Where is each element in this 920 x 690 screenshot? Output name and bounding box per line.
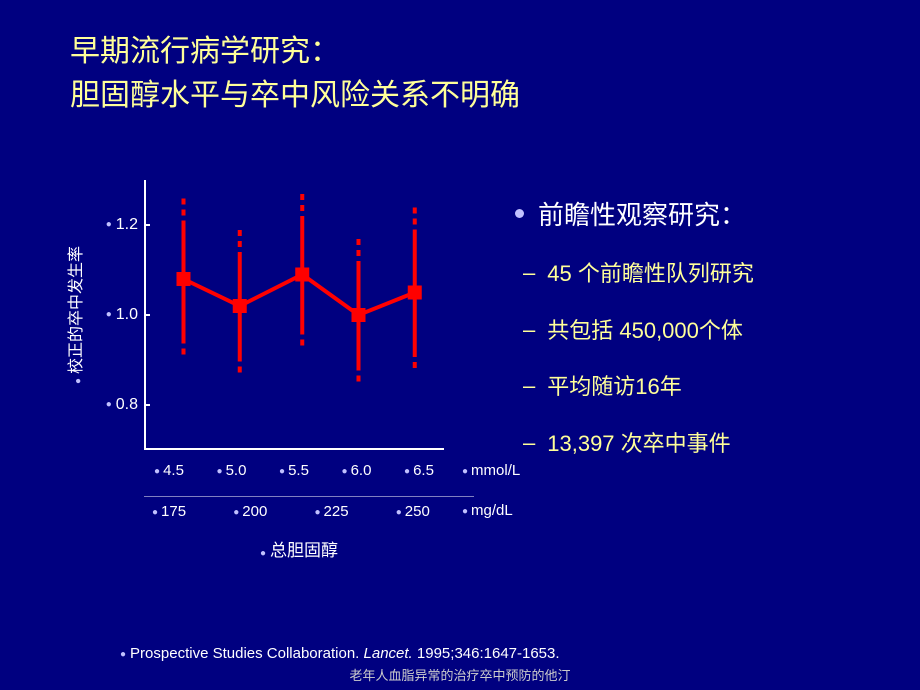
summary-item: –45 个前瞻性队列研究 <box>515 260 905 289</box>
x-axis-mgdl: ●175●200●225●250 <box>144 496 474 503</box>
bullet-icon <box>515 209 524 218</box>
title-line-1: 早期流行病学研究： <box>70 30 520 74</box>
y-axis-label: ●校正的卒中发生率 <box>62 246 86 384</box>
y-tick-label: ●1.0 <box>106 306 138 324</box>
x-tick-mmol: ●5.0 <box>217 462 247 479</box>
x-tick-mgdl: ●200 <box>233 503 267 520</box>
x-unit-mmol: ●mmol/L <box>462 462 520 479</box>
y-tick-label: ●0.8 <box>106 396 138 414</box>
x-tick-mmol: ●6.0 <box>342 462 372 479</box>
citation: ●Prospective Studies Collaboration. Lanc… <box>120 645 560 662</box>
data-series <box>146 180 446 450</box>
footer-text: 老年人血脂异常的治疗卒中预防的他汀 <box>0 665 920 684</box>
x-tick-mgdl: ●225 <box>314 503 348 520</box>
plot-frame <box>144 180 444 450</box>
slide-title: 早期流行病学研究： 胆固醇水平与卒中风险关系不明确 <box>70 30 520 117</box>
summary-item: –共包括 450,000个体 <box>515 317 905 346</box>
x-tick-mmol: ●5.5 <box>279 462 309 479</box>
summary-item: –平均随访16年 <box>515 373 905 402</box>
x-tick-mmol: ●4.5 <box>154 462 184 479</box>
x-tick-mgdl: ●250 <box>396 503 430 520</box>
summary-heading-row: 前瞻性观察研究： <box>515 195 905 232</box>
x-tick-mgdl: ●175 <box>152 503 186 520</box>
x-tick-mmol: ●6.5 <box>404 462 434 479</box>
y-tick-label: ●1.2 <box>106 216 138 234</box>
x-unit-mgdl: ●mg/dL <box>462 502 513 519</box>
summary-heading: 前瞻性观察研究： <box>538 195 746 232</box>
summary-item: –13,397 次卒中事件 <box>515 430 905 459</box>
title-line-2: 胆固醇水平与卒中风险关系不明确 <box>70 74 520 118</box>
study-summary: 前瞻性观察研究： –45 个前瞻性队列研究 –共包括 450,000个体 –平均随访… <box>515 195 905 486</box>
x-axis-label: ●总胆固醇 <box>260 536 338 561</box>
stroke-rate-chart: ●0.8●1.0●1.2 ●校正的卒中发生率 ●4.5●5.0●5.5●6.0●… <box>110 180 450 500</box>
